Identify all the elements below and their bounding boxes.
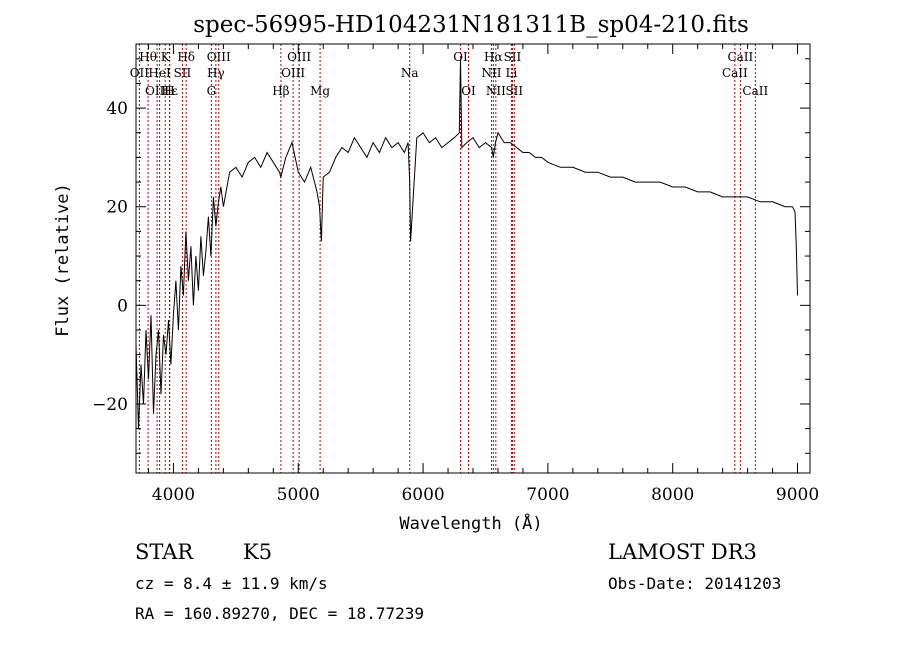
line-label-7: SII bbox=[174, 66, 192, 80]
line-label-27: CaII bbox=[742, 84, 768, 98]
x-tick-label: 4000 bbox=[152, 485, 195, 505]
x-axis-ticks: 4000 5000 6000 7000 8000 9000 bbox=[147, 44, 819, 505]
x-tick-label: 5000 bbox=[277, 485, 320, 505]
line-label-14: OIII bbox=[281, 66, 305, 80]
line-label-23: Li bbox=[506, 66, 518, 80]
line-label-17: OI bbox=[453, 50, 468, 64]
spectral-line-markers bbox=[138, 44, 756, 473]
line-label-1: OII bbox=[130, 66, 150, 80]
y-tick-label: −20 bbox=[92, 395, 128, 415]
spectrum-chart: spec-56995-HD104231N181311B_sp04-210.fit… bbox=[53, 12, 819, 534]
y-axis-ticks: −20 0 20 40 bbox=[92, 58, 810, 454]
line-label-19: Hα bbox=[484, 50, 503, 64]
y-tick-label: 40 bbox=[106, 99, 128, 119]
line-label-6: H bbox=[164, 84, 174, 98]
survey-name: LAMOST DR3 bbox=[608, 540, 757, 564]
line-label-13: OIII bbox=[287, 50, 311, 64]
line-label-8: Hδ bbox=[177, 50, 195, 64]
object-type: STAR bbox=[135, 540, 194, 564]
spectrum-line bbox=[135, 58, 798, 429]
x-tick-label: 6000 bbox=[401, 485, 444, 505]
line-label-11: G bbox=[207, 84, 217, 98]
redshift-velocity: cz = 8.4 ± 11.9 km/s bbox=[135, 574, 328, 593]
x-tick-label: 8000 bbox=[651, 485, 694, 505]
coordinates: RA = 160.89270, DEC = 18.77239 bbox=[135, 604, 424, 623]
spectral-subclass: K5 bbox=[243, 540, 273, 564]
line-label-10: Hγ bbox=[207, 66, 225, 80]
x-tick-label: 7000 bbox=[526, 485, 569, 505]
line-label-21: NII bbox=[486, 84, 506, 98]
line-label-3: HeI bbox=[148, 66, 171, 80]
line-label-9: OIII bbox=[207, 50, 231, 64]
line-label-15: Mg bbox=[310, 84, 330, 98]
line-label-12: Hβ bbox=[272, 84, 289, 98]
line-label-20: NII bbox=[481, 66, 501, 80]
line-label-0: Hθ bbox=[139, 50, 157, 64]
line-label-18: OI bbox=[461, 84, 476, 98]
y-axis-label: Flux (relative) bbox=[53, 183, 73, 337]
chart-title: spec-56995-HD104231N181311B_sp04-210.fit… bbox=[193, 12, 749, 38]
y-tick-label: 0 bbox=[117, 296, 128, 316]
x-tick-label: 9000 bbox=[776, 485, 819, 505]
line-label-2: OIII bbox=[145, 84, 169, 98]
line-label-25: CaII bbox=[727, 50, 753, 64]
line-label-24: SII bbox=[505, 84, 523, 98]
line-label-26: CaII bbox=[722, 66, 748, 80]
line-label-5: K bbox=[161, 50, 171, 64]
x-axis-label: Wavelength (Å) bbox=[399, 512, 542, 534]
line-label-22: SII bbox=[504, 50, 522, 64]
observation-date: Obs-Date: 20141203 bbox=[608, 574, 782, 593]
line-label-16: Na bbox=[401, 66, 419, 80]
line-label-4: Hε bbox=[161, 84, 178, 98]
plot-frame bbox=[135, 43, 811, 474]
y-tick-label: 20 bbox=[106, 198, 128, 218]
